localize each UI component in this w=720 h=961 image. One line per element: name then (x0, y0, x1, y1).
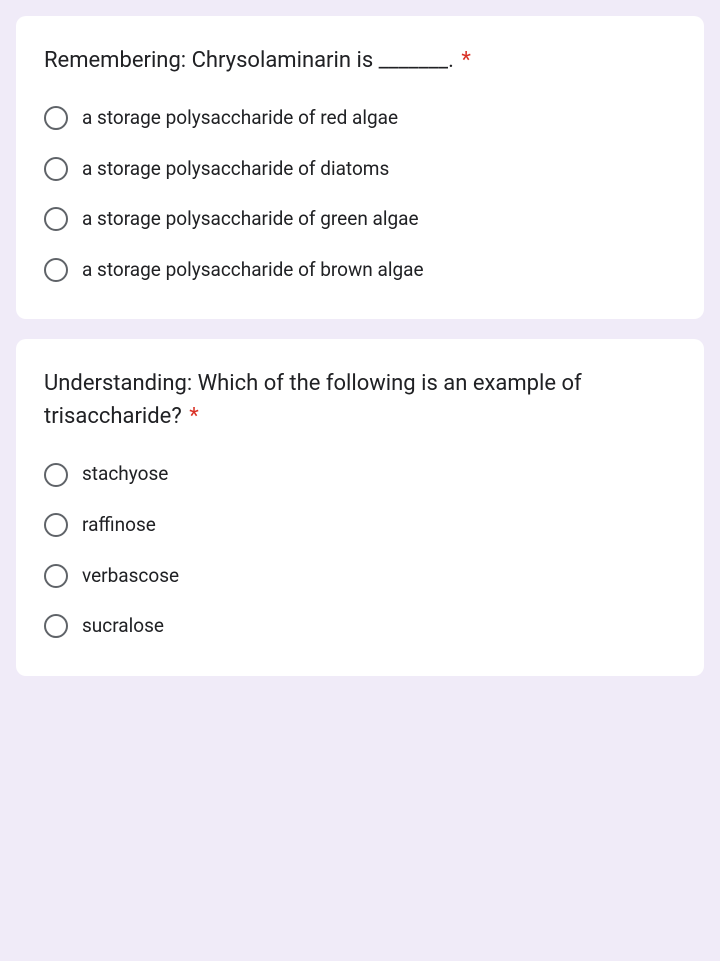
option-label: stachyose (82, 461, 168, 488)
radio-option[interactable]: sucralose (44, 613, 676, 640)
option-label: a storage polysaccharide of brown algae (82, 257, 424, 284)
radio-icon (44, 207, 68, 231)
question-title: Understanding: Which of the following is… (44, 367, 676, 433)
radio-icon (44, 258, 68, 282)
radio-icon (44, 614, 68, 638)
radio-icon (44, 157, 68, 181)
option-label: a storage polysaccharide of diatoms (82, 156, 389, 183)
option-label: verbascose (82, 563, 179, 590)
radio-icon (44, 564, 68, 588)
options-group: stachyose raffinose verbascose sucralose (44, 461, 676, 639)
radio-icon (44, 106, 68, 130)
radio-option[interactable]: a storage polysaccharide of red algae (44, 105, 676, 132)
radio-option[interactable]: a storage polysaccharide of green algae (44, 206, 676, 233)
radio-option[interactable]: verbascose (44, 563, 676, 590)
options-group: a storage polysaccharide of red algae a … (44, 105, 676, 283)
question-card: Remembering: Chrysolaminarin is _______.… (16, 16, 704, 319)
radio-icon (44, 513, 68, 537)
question-title: Remembering: Chrysolaminarin is _______.… (44, 44, 676, 77)
required-asterisk: * (461, 48, 470, 73)
radio-option[interactable]: raffinose (44, 512, 676, 539)
option-label: a storage polysaccharide of green algae (82, 206, 419, 233)
option-label: a storage polysaccharide of red algae (82, 105, 398, 132)
question-card: Understanding: Which of the following is… (16, 339, 704, 675)
radio-option[interactable]: a storage polysaccharide of diatoms (44, 156, 676, 183)
question-text: Understanding: Which of the following is… (44, 371, 582, 429)
option-label: sucralose (82, 613, 164, 640)
radio-option[interactable]: stachyose (44, 461, 676, 488)
radio-option[interactable]: a storage polysaccharide of brown algae (44, 257, 676, 284)
question-text: Remembering: Chrysolaminarin is _______. (44, 48, 454, 73)
radio-icon (44, 463, 68, 487)
option-label: raffinose (82, 512, 156, 539)
required-asterisk: * (189, 404, 198, 429)
